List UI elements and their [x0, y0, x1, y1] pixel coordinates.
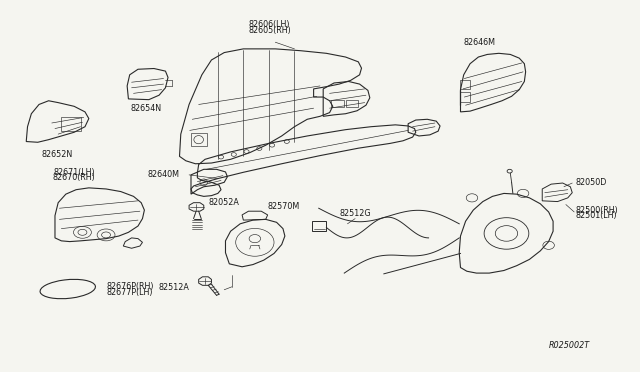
- Text: 82677P(LH): 82677P(LH): [106, 288, 152, 297]
- Bar: [346, 100, 358, 107]
- Text: 82646M: 82646M: [463, 38, 495, 47]
- Text: 82500(RH): 82500(RH): [575, 206, 618, 215]
- Text: 82512A: 82512A: [158, 283, 189, 292]
- Text: 82512G: 82512G: [339, 208, 371, 218]
- Bar: [461, 80, 470, 89]
- Bar: [312, 221, 326, 231]
- Text: 82670(RH): 82670(RH): [52, 173, 95, 182]
- Text: 82501(LH): 82501(LH): [575, 211, 617, 220]
- Text: 82671(LH): 82671(LH): [53, 168, 95, 177]
- Text: R025002T: R025002T: [548, 341, 589, 350]
- Text: 82652N: 82652N: [41, 150, 72, 159]
- Text: 82676P(RH): 82676P(RH): [106, 282, 154, 291]
- Text: 82654N: 82654N: [131, 105, 162, 113]
- Bar: [191, 133, 207, 146]
- Text: 82640M: 82640M: [147, 170, 179, 179]
- Text: 82606(LH): 82606(LH): [248, 20, 290, 29]
- Text: 82052A: 82052A: [208, 198, 239, 207]
- Bar: [332, 100, 344, 107]
- Text: 82605(RH): 82605(RH): [248, 26, 291, 35]
- Text: 82050D: 82050D: [575, 178, 607, 187]
- Bar: [61, 117, 81, 131]
- Bar: [461, 92, 470, 102]
- Text: 82570M: 82570M: [268, 202, 300, 211]
